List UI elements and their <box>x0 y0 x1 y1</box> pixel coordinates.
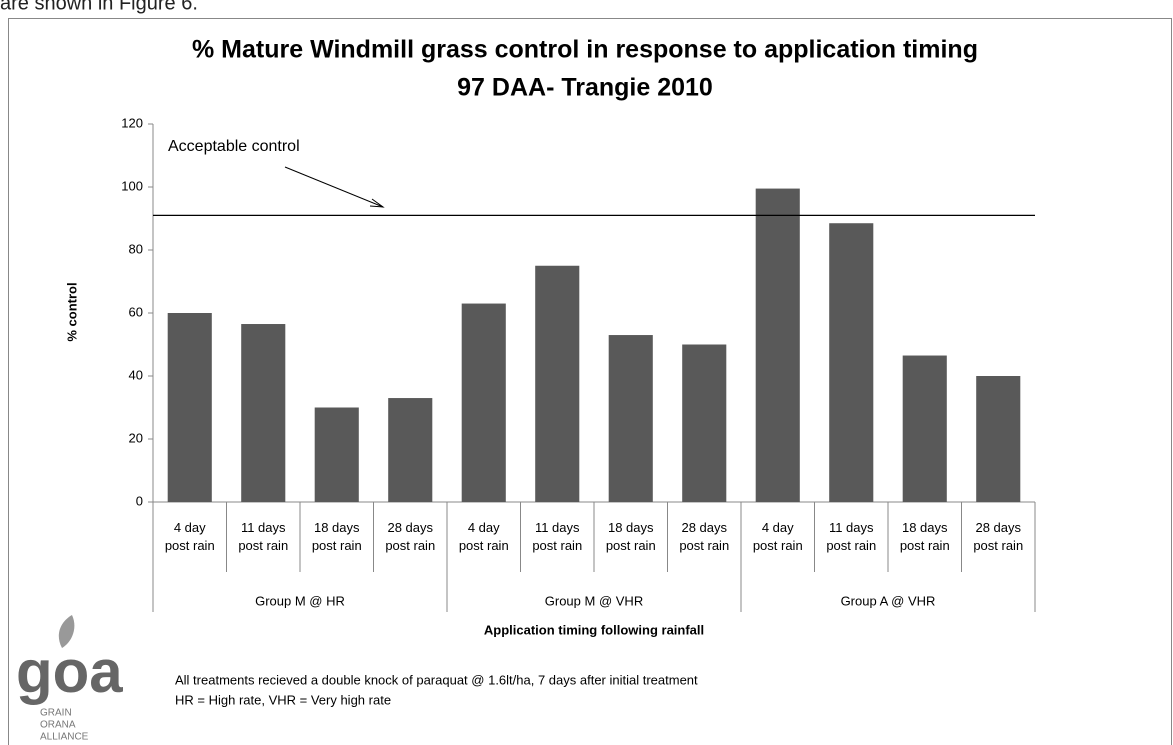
x-tick-label: 28 days post rain <box>679 520 730 553</box>
bar <box>388 398 433 502</box>
note: All treatments recieved a double knock o… <box>175 672 698 687</box>
y-tick-label: 40 <box>129 367 143 382</box>
logo-mark: goa <box>16 638 123 705</box>
bar <box>902 355 947 502</box>
x-tick-label: 18 days post rain <box>899 520 950 553</box>
x-tick-label: 4 day post rain <box>458 520 509 553</box>
logo-text: ORANA <box>40 720 76 731</box>
logo-leaf <box>58 615 75 648</box>
y-axis-title: % control <box>64 282 79 341</box>
x-tick-label: 11 days post rain <box>826 520 877 553</box>
chart-subtitle: 97 DAA- Trangie 2010 <box>457 74 713 102</box>
bar <box>755 188 800 502</box>
note: HR = High rate, VHR = Very high rate <box>175 692 391 707</box>
x-tick-label: 18 days post rain <box>605 520 656 553</box>
chart-title: % Mature Windmill grass control in respo… <box>192 36 978 64</box>
x-axis-title: Application timing following rainfall <box>484 622 704 637</box>
x-tick-label: 18 days post rain <box>311 520 362 553</box>
bar <box>314 407 359 502</box>
logo-text: ALLIANCE <box>40 732 89 743</box>
bar <box>829 223 874 502</box>
y-tick-label: 20 <box>129 430 143 445</box>
group-label: Group A @ VHR <box>841 593 936 608</box>
y-tick-label: 60 <box>129 304 143 319</box>
x-tick-label: 4 day post rain <box>164 520 215 553</box>
annotation: Acceptable control <box>168 138 300 155</box>
arrow-head <box>369 198 385 208</box>
x-tick-label: 4 day post rain <box>752 520 803 553</box>
group-label: Group M @ HR <box>255 593 345 608</box>
x-tick-label: 11 days post rain <box>532 520 583 553</box>
x-tick-label: 28 days post rain <box>973 520 1024 553</box>
x-tick-label: 11 days post rain <box>238 520 289 553</box>
y-tick-label: 120 <box>121 115 143 130</box>
bar <box>461 303 506 502</box>
bar <box>976 376 1021 502</box>
y-tick-label: 100 <box>121 178 143 193</box>
bar <box>535 265 580 502</box>
x-tick-label: 28 days post rain <box>385 520 436 553</box>
annotation-arrow <box>284 166 384 208</box>
y-tick-label: 80 <box>129 241 143 256</box>
group-label: Group M @ VHR <box>545 593 643 608</box>
bar <box>167 313 212 502</box>
bar <box>241 324 286 502</box>
intro-text: are shown in Figure 6. <box>0 0 198 14</box>
chart-frame <box>8 18 1172 745</box>
y-tick-label: 0 <box>136 493 143 508</box>
bar <box>608 335 653 502</box>
bar <box>682 344 727 502</box>
logo-text: GRAIN <box>40 708 72 719</box>
